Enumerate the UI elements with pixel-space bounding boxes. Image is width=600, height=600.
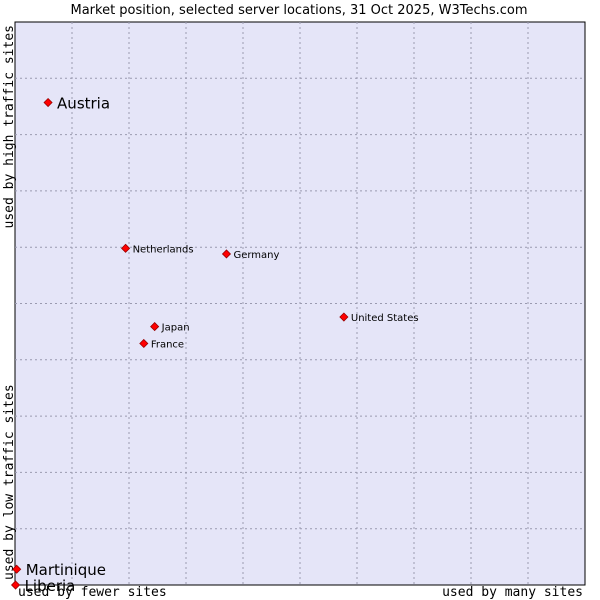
y-axis-label-low: used by low traffic sites — [2, 384, 17, 580]
point-label-germany: Germany — [233, 250, 279, 261]
point-label-liberia: Liberia — [25, 577, 76, 595]
y-axis-label-high: used by high traffic sites — [2, 25, 17, 229]
point-marker-austria[interactable] — [43, 97, 53, 108]
point-marker-martinique[interactable] — [12, 564, 22, 574]
chart-title: Market position, selected server locatio… — [70, 3, 527, 18]
point-marker-france[interactable] — [139, 338, 149, 349]
point-label-japan: Japan — [161, 323, 190, 334]
point-marker-netherlands[interactable] — [121, 243, 131, 253]
point-marker-liberia[interactable] — [11, 580, 21, 590]
point-label-netherlands: Netherlands — [133, 244, 194, 255]
point-marker-japan[interactable] — [150, 322, 160, 332]
gridlines — [15, 22, 585, 585]
x-axis-label-low: used by fewer sites — [18, 585, 167, 600]
point-label-united-states: United States — [351, 313, 419, 324]
data-points: Austria Netherlands Germany United States Ja… — [11, 95, 419, 595]
x-axis-label-high: used by many sites — [442, 585, 583, 600]
point-label-martinique: Martinique — [26, 561, 106, 579]
point-label-france: France — [151, 339, 184, 350]
point-marker-germany[interactable] — [221, 249, 232, 259]
point-label-austria: Austria — [57, 95, 110, 113]
point-marker-united-states[interactable] — [339, 312, 349, 322]
